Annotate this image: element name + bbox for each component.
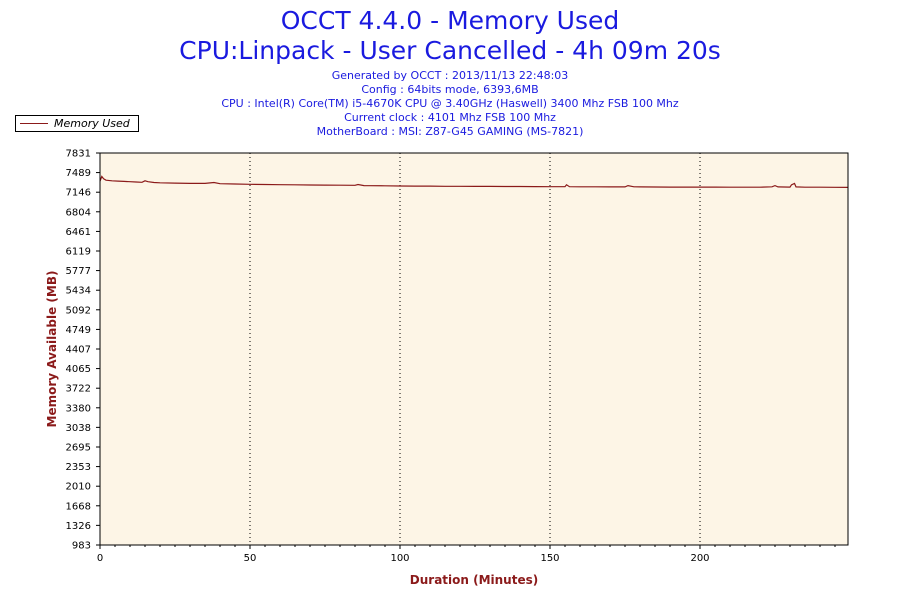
y-tick-label: 6119 <box>66 247 91 258</box>
x-tick-label: 50 <box>244 553 257 564</box>
y-tick-label: 3380 <box>66 403 91 414</box>
legend-swatch <box>20 123 48 124</box>
info-generated: Generated by OCCT : 2013/11/13 22:48:03 <box>331 69 569 82</box>
y-tick-label: 983 <box>72 541 91 552</box>
y-axis: 983 1326 1668 2010 2353 2695 3038 3380 3722 4065 4… <box>66 149 100 552</box>
y-tick-label: 2353 <box>66 462 91 473</box>
y-tick-label: 5434 <box>66 286 91 297</box>
series-line-memory-used <box>99 175 849 188</box>
y-tick-label: 3722 <box>66 384 91 395</box>
grid-lines <box>249 153 701 545</box>
y-tick-label: 4407 <box>66 345 91 356</box>
y-axis-title: Memory Available (MB) <box>45 271 59 428</box>
y-tick-label: 4749 <box>66 325 91 336</box>
y-tick-label: 3038 <box>66 423 91 434</box>
chart-subtitle: CPU:Linpack - User Cancelled - 4h 09m 20… <box>179 36 721 65</box>
info-config: Config : 64bits mode, 6393,6MB <box>361 83 539 96</box>
x-tick-label: 0 <box>97 553 103 564</box>
y-tick-label: 5092 <box>66 305 91 316</box>
x-tick-label: 200 <box>690 553 709 564</box>
chart-title: OCCT 4.4.0 - Memory Used <box>280 6 620 35</box>
y-tick-label: 6804 <box>66 207 91 218</box>
y-tick-label: 1668 <box>66 501 91 512</box>
y-tick-label: 5777 <box>66 266 91 277</box>
series-layer <box>99 175 849 188</box>
y-tick-label: 2010 <box>66 482 91 493</box>
y-tick-label: 7146 <box>66 188 91 199</box>
y-tick-label: 6461 <box>66 227 91 238</box>
info-motherboard: MotherBoard : MSI: Z87-G45 GAMING (MS-78… <box>316 125 584 138</box>
info-cpu: CPU : Intel(R) Core(TM) i5-4670K CPU @ 3… <box>221 97 679 110</box>
y-tick-label: 7831 <box>66 149 91 160</box>
y-tick-label: 2695 <box>66 443 91 454</box>
x-axis-title: Duration (Minutes) <box>410 573 538 587</box>
y-tick-label: 4065 <box>66 364 91 375</box>
info-clock: Current clock : 4101 Mhz FSB 100 Mhz <box>344 111 556 124</box>
y-tick-label: 7489 <box>66 168 91 179</box>
legend-label: Memory Used <box>54 117 130 130</box>
x-tick-label: 150 <box>540 553 559 564</box>
x-axis: 0 50 100 150 200 <box>97 545 836 564</box>
x-tick-label: 100 <box>390 553 409 564</box>
legend: Memory Used <box>15 115 139 132</box>
y-tick-label: 1326 <box>66 521 91 532</box>
plot-area <box>100 153 848 545</box>
